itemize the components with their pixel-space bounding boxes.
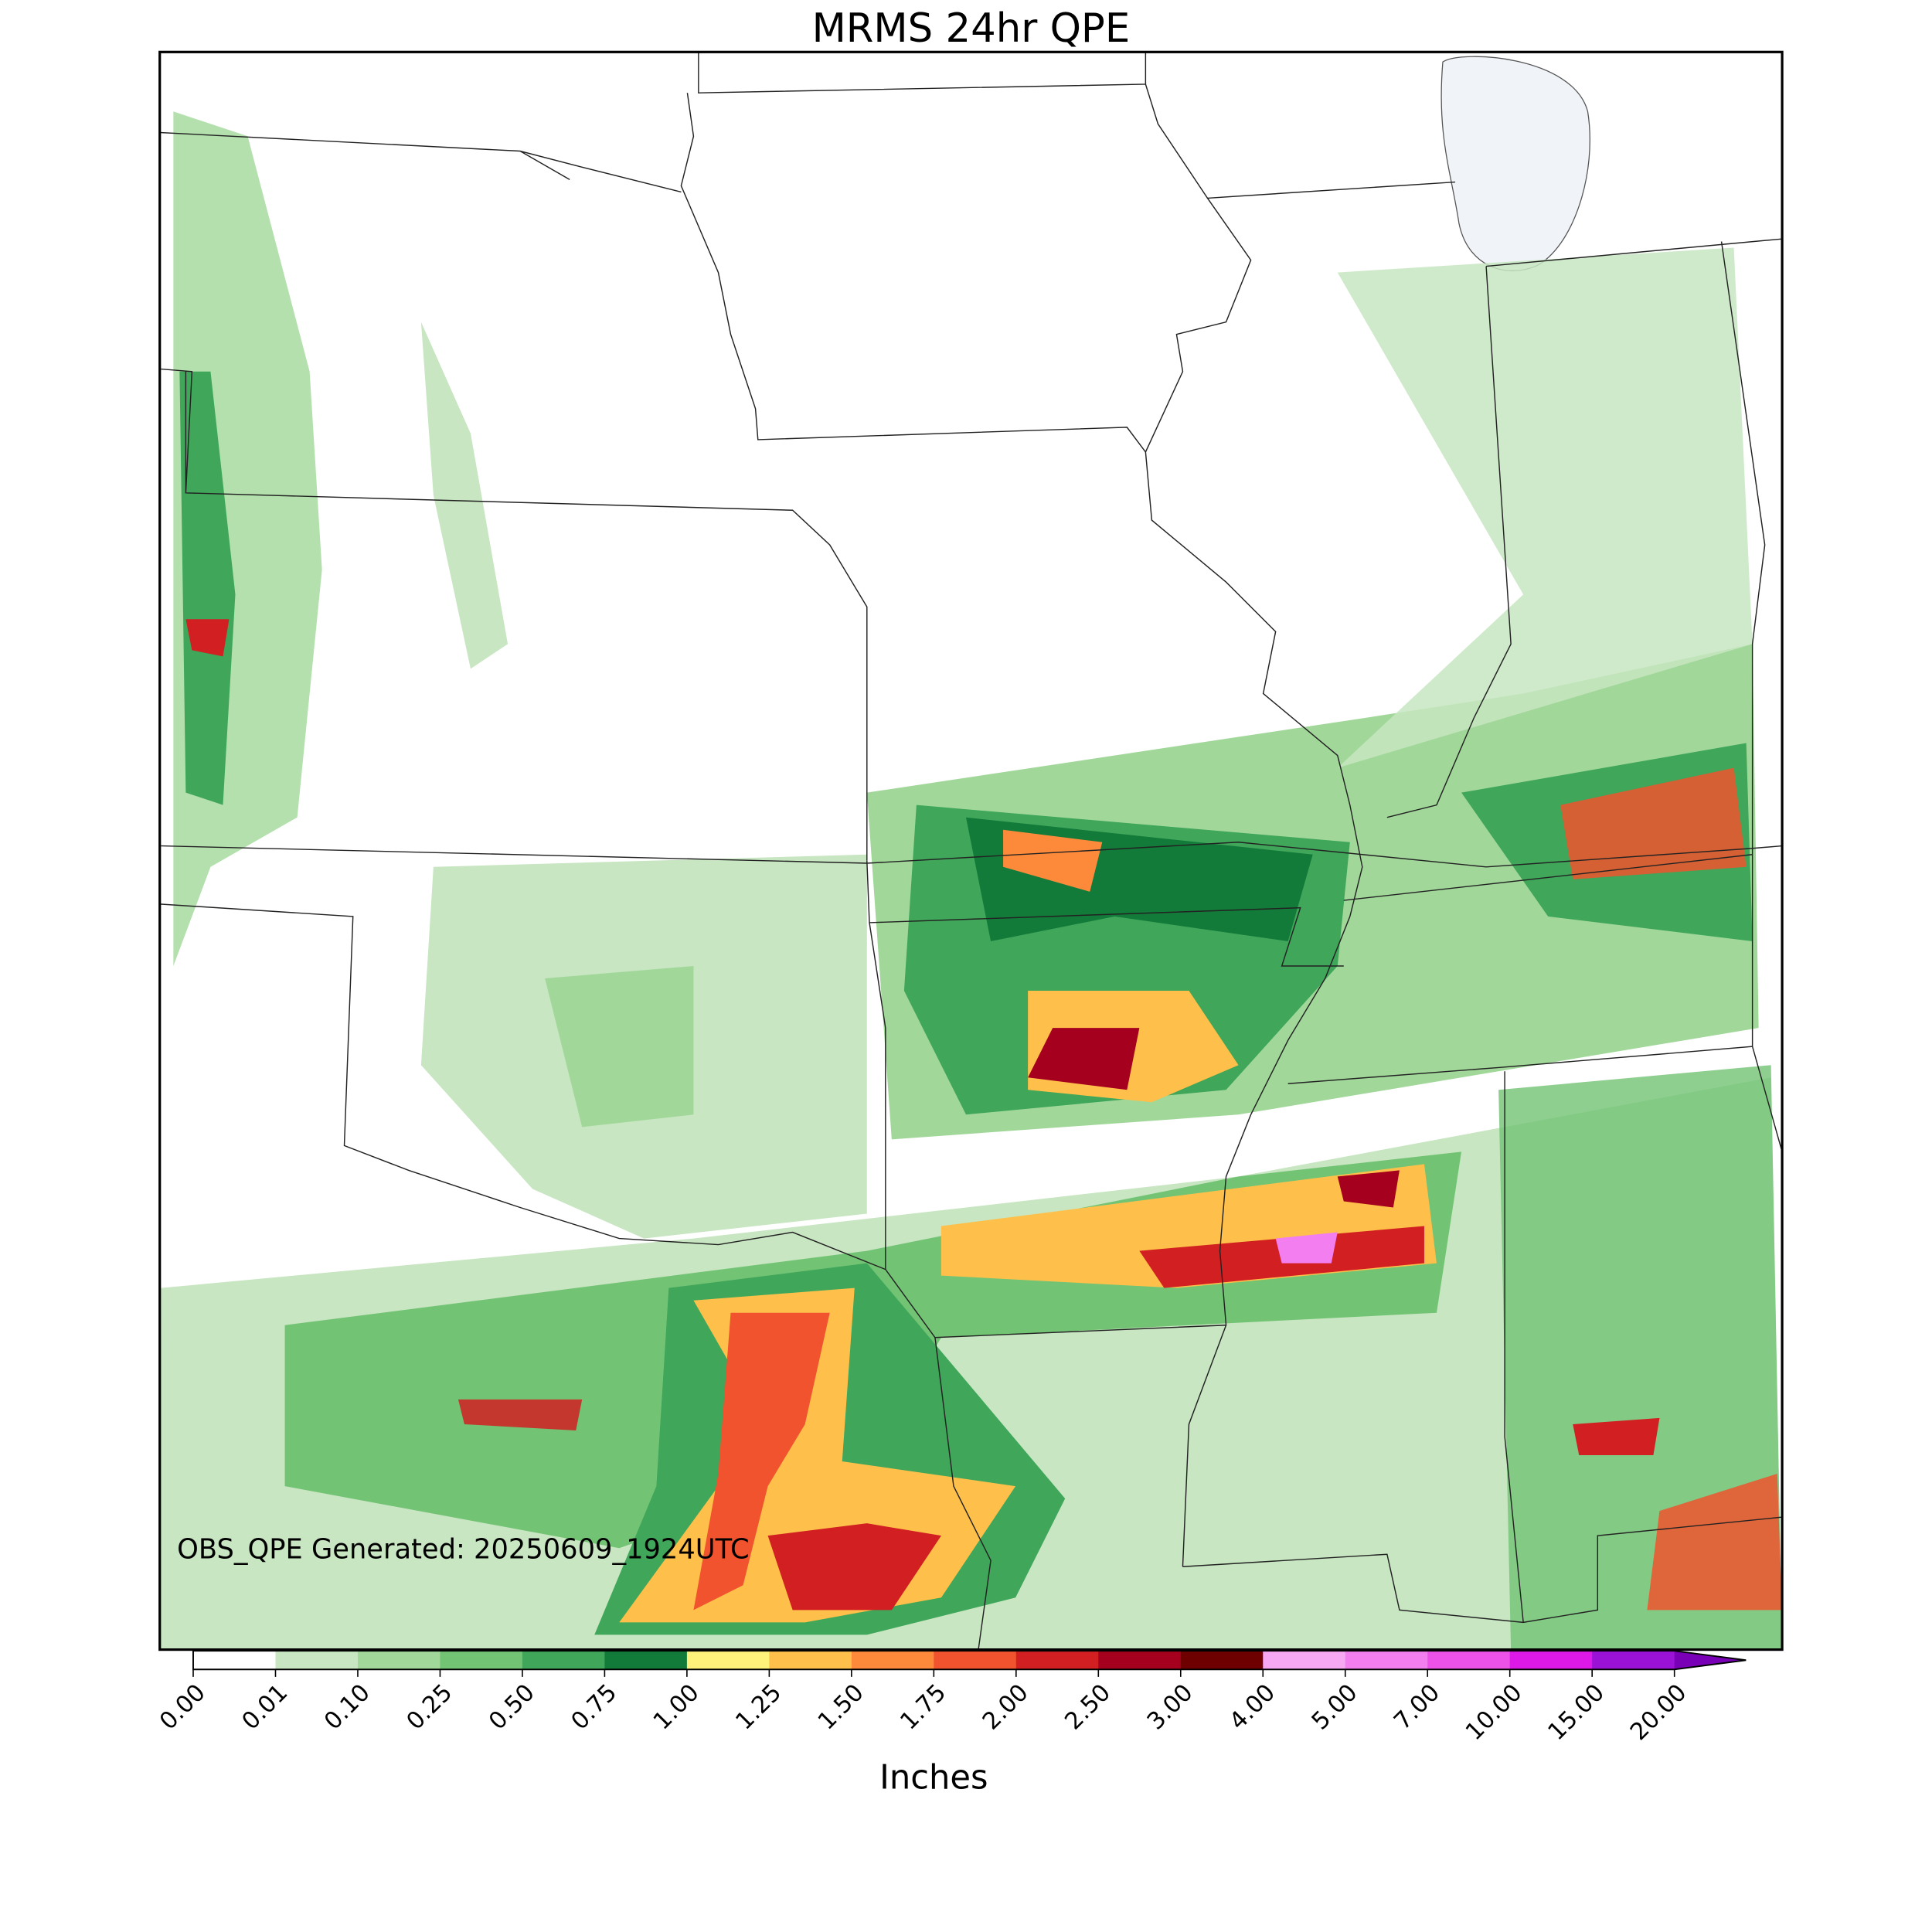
- state-border: [1207, 181, 1781, 818]
- colorbar-tick-label: 0.75: [566, 1679, 623, 1736]
- map-frame: [158, 50, 1784, 1651]
- colorbar-bin: [193, 1651, 276, 1670]
- colorbar-bin: [275, 1651, 359, 1670]
- state-borders: [159, 52, 1783, 1650]
- colorbar-bin: [1015, 1651, 1099, 1670]
- colorbar-tick-label: 0.10: [319, 1679, 376, 1736]
- state-border: [866, 860, 1344, 1650]
- precip-area: [1337, 247, 1753, 768]
- colorbar-bin: [686, 1651, 770, 1670]
- colorbar-bin: [851, 1651, 934, 1670]
- state-border: [161, 368, 868, 861]
- state-border: [680, 52, 1147, 453]
- precip-area: [1275, 1232, 1338, 1264]
- colorbar-tick-label: 1.25: [731, 1679, 787, 1736]
- precip-area: [1003, 829, 1103, 892]
- map-area: [159, 52, 1783, 1650]
- precip-area: [1028, 1028, 1140, 1090]
- colorbar-tick-label: 15.00: [1543, 1679, 1610, 1746]
- colorbar-tick-label: 0.25: [402, 1679, 458, 1736]
- state-border: [159, 903, 1226, 1338]
- colorbar-tick-label: 1.00: [648, 1679, 705, 1736]
- colorbar: 0.00 0.01 0.10 0.25 0.50 0.75 1.00 1.25 1.50 1.75…: [155, 1650, 1747, 1746]
- colorbar-extend: [1674, 1651, 1747, 1670]
- precip-area: [545, 966, 694, 1128]
- colorbar-bin: [357, 1651, 440, 1670]
- state-border: [1287, 241, 1783, 1623]
- colorbar-tick-label: 7.00: [1389, 1679, 1445, 1736]
- colorbar-tick-label: 0.00: [155, 1679, 211, 1736]
- precip-area: [767, 1523, 941, 1611]
- state-border: [159, 131, 682, 193]
- colorbar-tick-label: 3.00: [1142, 1679, 1199, 1736]
- colorbar-bin: [522, 1651, 605, 1670]
- colorbar-tick-label: 0.01: [237, 1679, 294, 1736]
- annotation: OBS_QPE Generated: 20250609_1924UTC: [177, 1533, 750, 1565]
- colorbar-tick-label: 1.50: [813, 1679, 869, 1736]
- precip-area: [1647, 1474, 1783, 1611]
- colorbar-tick-label: 10.00: [1461, 1679, 1527, 1746]
- colorbar-bin: [1180, 1651, 1264, 1670]
- colorbar-bin: [440, 1651, 523, 1670]
- precip-area: [457, 1399, 583, 1430]
- colorbar-tick-label: 4.00: [1224, 1679, 1281, 1736]
- colorbar-bin: [1098, 1651, 1182, 1670]
- state-border: [1182, 1516, 1783, 1624]
- precip-area: [693, 1312, 830, 1611]
- colorbar-tick-label: 5.00: [1307, 1679, 1363, 1736]
- colorbar-bin: [604, 1651, 688, 1670]
- colorbar-bin: [934, 1651, 1017, 1670]
- colorbar-tick-label: 1.75: [896, 1679, 952, 1736]
- colorbar-tick-label: 0.50: [484, 1679, 540, 1736]
- precip-area: [179, 371, 236, 805]
- colorbar-tick-label: 2.50: [1060, 1679, 1117, 1736]
- precip-area: [1573, 1417, 1660, 1456]
- colorbar-tick-label: 20.00: [1625, 1679, 1692, 1746]
- colorbar-bin: [1592, 1651, 1675, 1670]
- precip-area: [1560, 767, 1747, 879]
- map-title: MRMS 24hr QPE: [812, 5, 1131, 52]
- precip-area: [420, 321, 509, 669]
- colorbar-bin: [1509, 1651, 1593, 1670]
- precipitation: [159, 111, 1783, 1650]
- colorbar-bin: [1345, 1651, 1428, 1670]
- colorbar-tick-label: 2.00: [978, 1679, 1034, 1736]
- colorbar-bin: [1263, 1651, 1346, 1670]
- precip-area: [1337, 1170, 1400, 1208]
- colorbar-label: Inches: [879, 1758, 988, 1797]
- state-border: [1145, 83, 1363, 1567]
- colorbar-bin: [1427, 1651, 1511, 1670]
- precip-area: [185, 619, 230, 657]
- colorbar-bin: [769, 1651, 852, 1670]
- colorbar-outline: [192, 1650, 1747, 1671]
